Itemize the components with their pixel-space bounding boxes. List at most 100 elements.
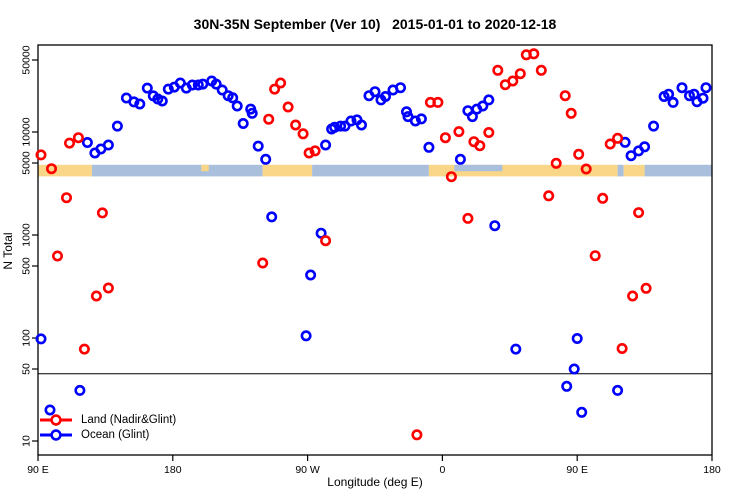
y-tick-label: 50000 bbox=[21, 45, 33, 74]
surface-band-segment bbox=[644, 164, 712, 177]
ocean-data-point bbox=[111, 120, 123, 132]
y-tick-label: 100 bbox=[21, 329, 33, 347]
x-tick-label: 90 E bbox=[566, 464, 588, 476]
land-data-point bbox=[60, 192, 72, 204]
land-data-point bbox=[282, 101, 294, 113]
ocean-data-point bbox=[210, 78, 222, 90]
chart-title: 30N-35N September (Ver 10) 2015-01-01 to… bbox=[193, 16, 557, 32]
land-data-point bbox=[269, 83, 281, 95]
ocean-data-point bbox=[305, 269, 317, 281]
legend: Land (Nadir&Glint) Ocean (Glint) bbox=[39, 412, 176, 442]
ocean-data-point bbox=[561, 380, 573, 392]
land-data-point bbox=[565, 107, 577, 119]
land-data-point bbox=[597, 192, 609, 204]
land-data-point bbox=[257, 257, 269, 269]
ocean-data-point bbox=[237, 118, 249, 130]
land-data-point bbox=[64, 137, 76, 149]
ocean-data-point bbox=[697, 92, 709, 104]
y-tick-label: 5000 bbox=[21, 151, 33, 175]
land-data-point bbox=[550, 157, 562, 169]
land-data-point bbox=[102, 282, 114, 294]
surface-band-patch bbox=[454, 164, 503, 172]
ocean-data-point bbox=[454, 153, 466, 165]
x-tick-label: 90 E bbox=[27, 464, 49, 476]
land-data-point bbox=[303, 147, 315, 159]
plot-frame bbox=[37, 44, 713, 456]
land-data-point bbox=[96, 207, 108, 219]
ocean-data-point bbox=[329, 121, 341, 133]
land-data-point bbox=[543, 190, 555, 202]
ocean-data-point bbox=[44, 404, 56, 416]
ocean-marker-icon bbox=[40, 428, 72, 441]
ocean-data-point bbox=[186, 79, 198, 91]
ocean-data-point bbox=[477, 100, 489, 112]
ocean-data-point bbox=[676, 82, 688, 94]
surface-band-segment bbox=[623, 164, 645, 177]
ocean-data-point bbox=[415, 113, 427, 125]
surface-band-segment bbox=[262, 164, 313, 177]
land-data-point bbox=[612, 132, 624, 144]
land-data-point bbox=[462, 212, 474, 224]
land-data-point bbox=[589, 250, 601, 262]
ocean-data-point bbox=[216, 84, 228, 96]
land-data-point bbox=[445, 171, 457, 183]
land-data-point bbox=[275, 77, 287, 89]
land-data-point bbox=[439, 132, 451, 144]
surface-band-segment bbox=[617, 164, 624, 177]
surface-band-patch bbox=[201, 164, 209, 172]
ocean-data-point bbox=[192, 79, 204, 91]
legend-label-ocean: Ocean (Glint) bbox=[81, 428, 150, 441]
land-data-point bbox=[51, 250, 63, 262]
land-data-point bbox=[35, 149, 47, 161]
land-data-point bbox=[45, 163, 57, 175]
ocean-data-point bbox=[625, 150, 637, 162]
land-marker-icon bbox=[40, 413, 72, 426]
legend-label-land: Land (Nadir&Glint) bbox=[81, 413, 177, 426]
ocean-data-point bbox=[197, 78, 209, 90]
ocean-data-point bbox=[571, 332, 583, 344]
land-data-point bbox=[580, 163, 592, 175]
land-data-point bbox=[507, 75, 519, 87]
ocean-data-point bbox=[260, 153, 272, 165]
land-data-point bbox=[604, 138, 616, 150]
ocean-data-point bbox=[227, 92, 239, 104]
land-data-point bbox=[633, 207, 645, 219]
land-data-point bbox=[535, 64, 547, 76]
land-data-point bbox=[453, 126, 465, 138]
ocean-data-point bbox=[409, 115, 421, 127]
land-data-point bbox=[559, 90, 571, 102]
land-data-point bbox=[72, 132, 84, 144]
ocean-data-point bbox=[510, 343, 522, 355]
y-tick-label: 10000 bbox=[21, 117, 33, 146]
ocean-data-point bbox=[156, 95, 168, 107]
ocean-data-point bbox=[74, 384, 86, 396]
land-data-point bbox=[640, 282, 652, 294]
ocean-data-point bbox=[335, 120, 347, 132]
ocean-data-point bbox=[300, 330, 312, 342]
surface-band-segment bbox=[38, 164, 92, 177]
ocean-data-point bbox=[667, 96, 679, 108]
ocean-data-point bbox=[648, 120, 660, 132]
ocean-data-point bbox=[252, 140, 264, 152]
y-axis-title: N Total bbox=[1, 232, 15, 270]
y-tick-label: 50 bbox=[21, 363, 33, 375]
x-tick-label: 90 W bbox=[295, 464, 320, 476]
ocean-data-point bbox=[35, 333, 47, 345]
surface-band-segment bbox=[312, 164, 429, 177]
ocean-data-point bbox=[355, 119, 367, 131]
ocean-data-point bbox=[576, 406, 588, 418]
land-data-point bbox=[483, 127, 495, 139]
land-data-point bbox=[514, 68, 526, 80]
ocean-data-point bbox=[612, 384, 624, 396]
land-data-point bbox=[492, 64, 504, 76]
legend-item-land: Land (Nadir&Glint) bbox=[39, 412, 176, 427]
x-tick-label: 180 bbox=[703, 464, 721, 476]
land-data-point bbox=[627, 290, 639, 302]
land-data-point bbox=[90, 290, 102, 302]
land-data-point bbox=[573, 148, 585, 160]
ocean-data-point bbox=[663, 88, 675, 100]
land-data-point bbox=[78, 343, 90, 355]
x-tick-label: 180 bbox=[164, 464, 182, 476]
land-data-point bbox=[263, 113, 275, 125]
